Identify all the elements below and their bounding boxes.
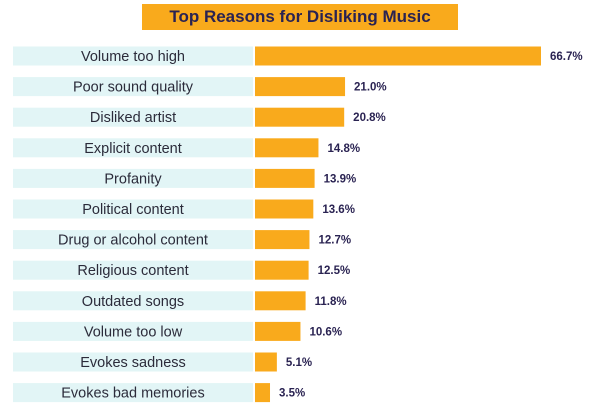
bar: [255, 77, 346, 97]
value-label: 66.7%: [550, 51, 583, 63]
value-label: 13.9%: [324, 173, 357, 185]
value-label: 14.8%: [327, 143, 360, 155]
category-label: Disliked artist: [90, 110, 176, 126]
category-band: [13, 138, 253, 158]
category-label: Religious content: [77, 263, 188, 279]
category-band: [13, 168, 253, 188]
value-label: 5.1%: [286, 357, 312, 369]
value-label: 11.8%: [315, 296, 347, 308]
category-band: [13, 46, 253, 66]
category-band: [13, 383, 253, 403]
bar: [255, 352, 277, 372]
bar: [255, 383, 271, 403]
category-label: Outdated songs: [82, 294, 184, 310]
category-band: [13, 321, 253, 341]
category-label: Volume too low: [84, 324, 183, 340]
value-label: 20.8%: [353, 112, 386, 124]
category-band: [13, 352, 253, 372]
category-label: Profanity: [104, 171, 162, 187]
bar: [255, 199, 314, 219]
category-label: Evokes sadness: [80, 355, 186, 371]
bar: [255, 138, 319, 158]
category-band: [13, 260, 253, 280]
category-band: [13, 291, 253, 311]
category-label: Political content: [82, 202, 184, 218]
category-band: [13, 107, 253, 127]
value-label: 13.6%: [322, 204, 355, 216]
bar: [255, 230, 310, 250]
category-band: [13, 77, 253, 97]
category-label: Poor sound quality: [73, 80, 194, 96]
category-label: Explicit content: [84, 141, 182, 157]
bar: [255, 168, 315, 188]
category-label: Drug or alcohol content: [58, 233, 208, 249]
value-label: 21.0%: [354, 82, 387, 94]
bar: [255, 46, 541, 66]
bar: [255, 107, 345, 127]
chart-title: Top Reasons for Disliking Music: [142, 4, 458, 30]
category-label: Evokes bad memories: [61, 386, 204, 402]
value-label: 12.7%: [318, 235, 351, 247]
category-label: Volume too high: [81, 49, 185, 65]
bar: [255, 260, 309, 280]
category-band: [13, 199, 253, 219]
bar: [255, 291, 306, 311]
value-label: 12.5%: [318, 265, 351, 277]
value-label: 3.5%: [279, 388, 305, 400]
bar: [255, 321, 301, 341]
value-label: 10.6%: [309, 326, 342, 338]
category-band: [13, 230, 253, 250]
